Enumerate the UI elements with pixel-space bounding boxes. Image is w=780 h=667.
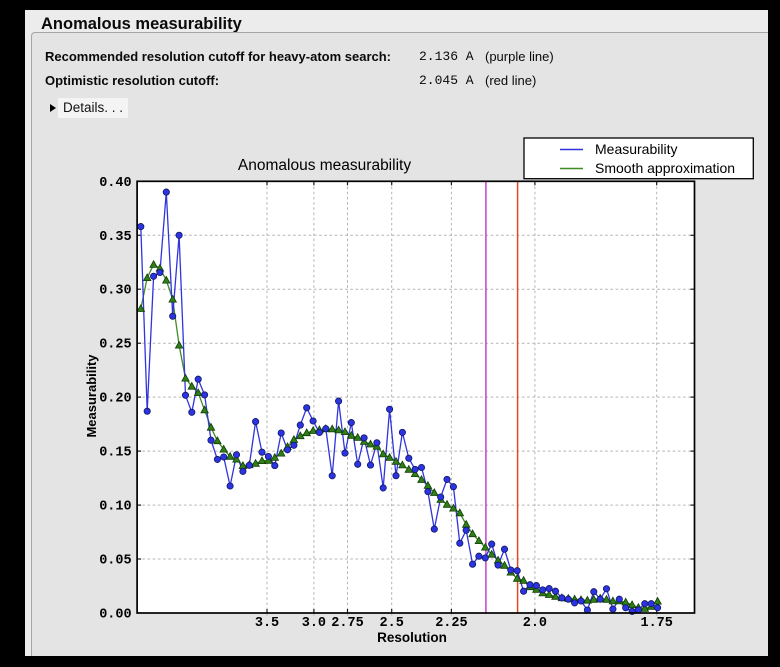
svg-text:Resolution: Resolution <box>377 630 447 645</box>
svg-text:Measurability: Measurability <box>595 141 677 157</box>
svg-text:0.10: 0.10 <box>99 500 131 515</box>
svg-text:Smooth approximation: Smooth approximation <box>595 160 735 176</box>
svg-text:0.40: 0.40 <box>99 176 131 191</box>
svg-text:2.0: 2.0 <box>523 616 547 631</box>
svg-text:1.75: 1.75 <box>640 616 672 631</box>
svg-text:Measurability: Measurability <box>84 354 99 438</box>
svg-text:0.00: 0.00 <box>99 608 131 623</box>
svg-text:2.25: 2.25 <box>435 616 467 631</box>
svg-text:0.05: 0.05 <box>99 554 131 569</box>
svg-text:2.75: 2.75 <box>331 616 363 631</box>
svg-text:0.15: 0.15 <box>99 446 131 461</box>
svg-text:3.0: 3.0 <box>302 616 326 631</box>
svg-text:0.30: 0.30 <box>99 284 131 299</box>
svg-text:0.20: 0.20 <box>99 392 131 407</box>
svg-text:0.35: 0.35 <box>99 230 131 245</box>
svg-text:0.25: 0.25 <box>99 338 131 353</box>
svg-text:Anomalous measurability: Anomalous measurability <box>238 157 411 174</box>
svg-text:2.5: 2.5 <box>380 616 404 631</box>
svg-text:3.5: 3.5 <box>255 616 279 631</box>
